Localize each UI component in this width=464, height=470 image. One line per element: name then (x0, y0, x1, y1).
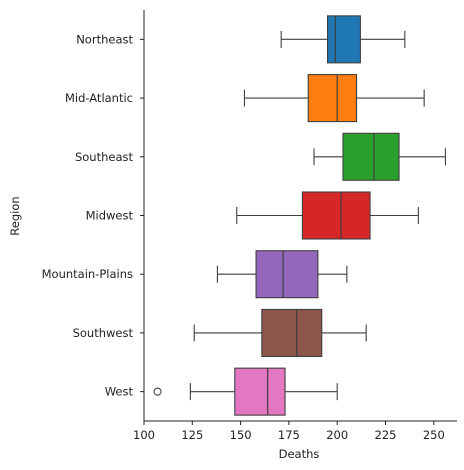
y-tick-label: Midwest (86, 209, 134, 223)
y-tick-label: Mountain-Plains (42, 267, 133, 281)
y-axis-ticks: Northeast Mid-Atlantic Southeast Midwest Mou… (42, 32, 144, 399)
x-tick-label: 100 (133, 428, 155, 442)
box-iqr (326, 15, 361, 64)
x-tick-label: 175 (278, 428, 300, 442)
y-tick-label: Northeast (76, 32, 133, 46)
box-iqr (261, 308, 323, 357)
box-iqr (255, 250, 319, 299)
y-tick-label: West (105, 385, 134, 399)
y-tick-label: Mid-Atlantic (65, 91, 133, 105)
x-tick-label: 250 (423, 428, 445, 442)
box-iqr (307, 74, 358, 123)
plot-area (153, 15, 446, 416)
x-axis-title: Deaths (279, 447, 320, 461)
box-iqr (301, 191, 371, 240)
y-tick-label: Southeast (75, 150, 134, 164)
x-tick-label: 200 (326, 428, 348, 442)
box-group (193, 308, 367, 357)
box-group (313, 132, 446, 181)
x-axis-ticks: 100 125 150 175 200 225 250 (133, 421, 445, 442)
y-tick-label: Southwest (73, 326, 134, 340)
box-group (153, 367, 338, 416)
x-tick-label: 125 (181, 428, 203, 442)
x-tick-label: 150 (230, 428, 252, 442)
box-group (236, 191, 419, 240)
outlier-point (153, 387, 162, 396)
box-iqr (342, 132, 400, 181)
y-axis-title: Region (8, 196, 22, 235)
x-tick-label: 225 (375, 428, 397, 442)
box-group (243, 74, 425, 123)
box-group (280, 15, 406, 64)
box-iqr (234, 367, 286, 416)
box-group (216, 250, 348, 299)
